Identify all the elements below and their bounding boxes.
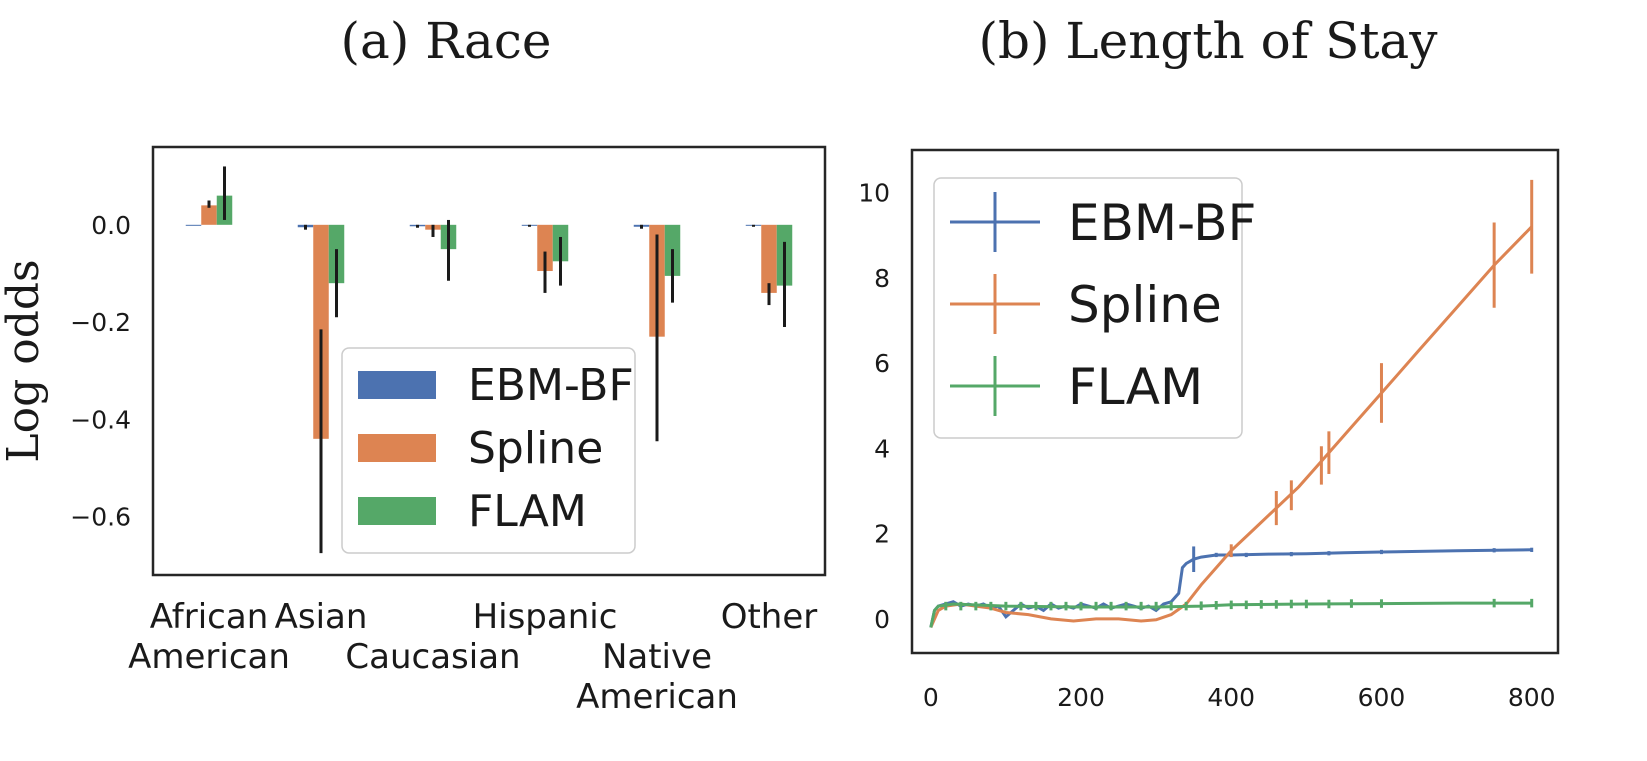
x-tick-label-line: Native [602,637,712,677]
x-tick-label: 400 [1207,683,1255,712]
bar-spline-african-american [201,205,217,225]
x-tick-label-line: Caucasian [345,637,520,677]
x-tick-label-native-american: Native American [576,637,738,717]
x-tick-label-line: American [576,677,738,717]
x-tick-label: 600 [1358,683,1406,712]
y-tick-label: 2 [874,520,890,549]
x-tick-label-other: Other [721,597,818,637]
panel-b-title: (b) Length of Stay [978,12,1438,70]
legend-label-spline: Spline [1068,276,1222,334]
line-spline [929,225,1533,629]
x-tick-label-line: African [150,597,269,637]
bar-spline-hispanic [537,224,553,272]
bar-spline-other [761,224,777,293]
x-tick-label-line: Asian [275,597,368,637]
legend-label-flam: FLAM [1068,358,1203,416]
y-tick-label: 4 [874,434,890,463]
x-tick-label-line: Other [721,597,818,637]
y-tick-label: 8 [874,264,890,293]
panel-b-frame [910,148,1560,655]
y-tick-label: −0.4 [70,405,131,434]
legend-swatch-ebm-bf [358,371,436,399]
x-tick-label: 800 [1508,683,1556,712]
y-tick-label: 10 [858,179,890,208]
panel-b-plot: 0 200 400 600 800 0 2 4 6 8 10 EBM-BF Spline FLAM [858,177,1556,712]
x-tick-label-asian: Asian [275,597,368,637]
panel-a-title: (a) Race [341,12,552,70]
legend-swatch-spline [358,434,436,462]
y-tick-label: −0.2 [70,308,131,337]
legend-label-ebm-bf: EBM-BF [1068,194,1256,252]
legend-box [933,177,1243,439]
panel-a-frame [151,145,827,577]
legend-label-flam: FLAM [468,486,587,537]
x-tick-label-hispanic: Hispanic [473,597,618,637]
x-tick-label-line: Hispanic [473,597,618,637]
panel-a-ylabel: Log odds [0,259,49,462]
legend-label-ebm-bf: EBM-BF [468,360,634,411]
x-tick-label-african-american: African American [128,597,290,677]
y-tick-label: 0 [874,605,890,634]
x-tick-label-line: American [128,637,290,677]
x-tick-label: 200 [1057,683,1105,712]
y-tick-label: −0.6 [70,503,131,532]
bar-ebm-bf-african-american [185,224,202,226]
x-tick-label: 0 [923,683,939,712]
legend-label-spline: Spline [468,423,603,474]
y-tick-label: 6 [874,349,890,378]
line-ebm-bf [929,548,1532,628]
x-tick-label-caucasian: Caucasian [345,637,520,677]
legend-swatch-flam [358,497,436,525]
y-tick-label: 0.0 [91,211,131,240]
